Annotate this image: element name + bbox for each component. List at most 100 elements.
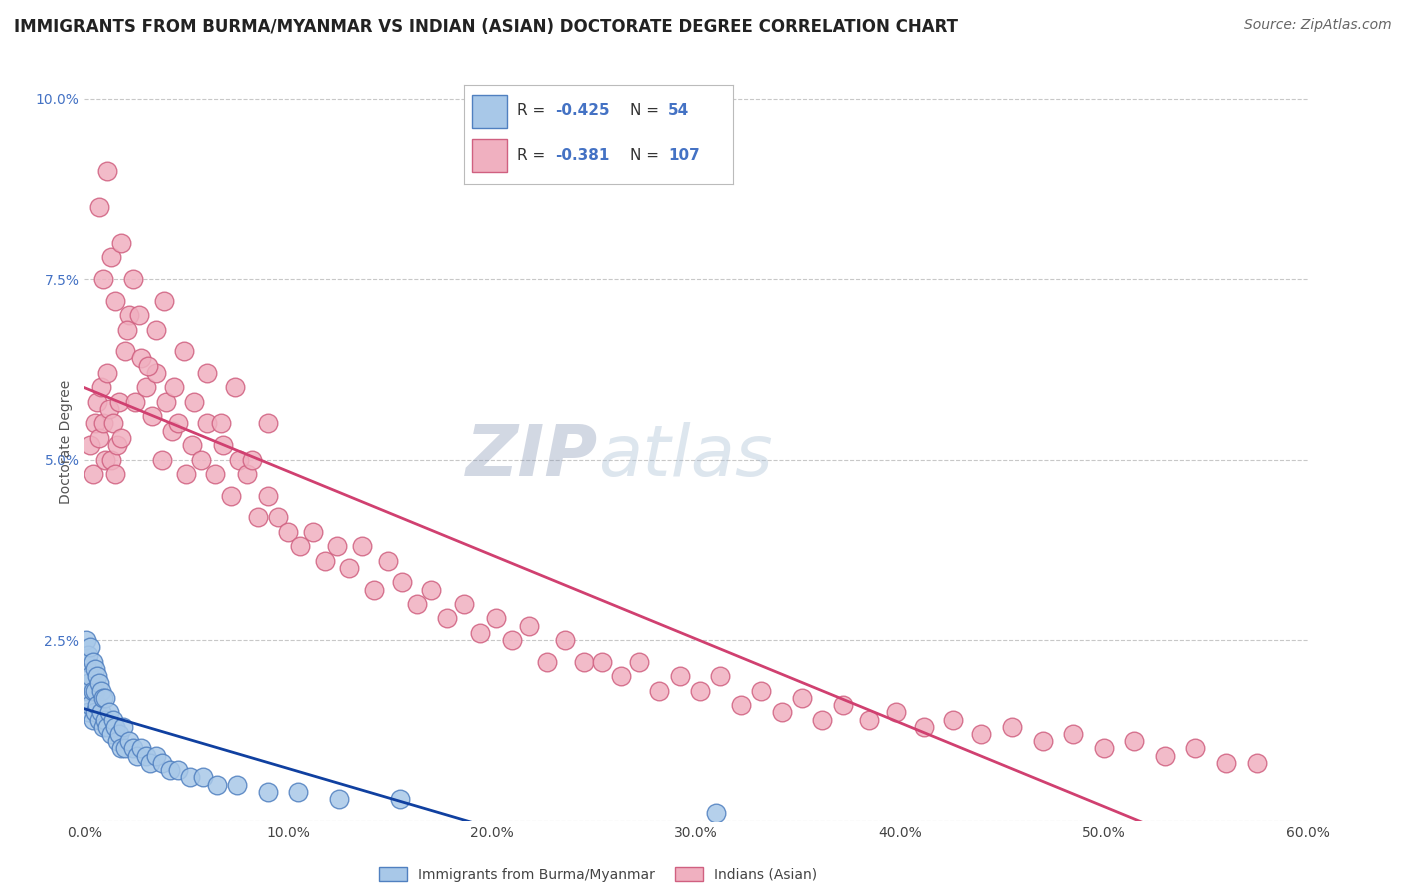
Point: [110, 235, 132, 250]
Point: [155, 394, 177, 409]
Point: [75, 633, 97, 648]
Point: [183, 394, 205, 409]
Point: [749, 683, 772, 698]
Point: [145, 748, 167, 763]
Point: [91, 690, 114, 705]
Point: [226, 778, 249, 792]
Point: [212, 438, 235, 452]
Point: [87, 431, 110, 445]
Point: [138, 756, 160, 770]
Point: [591, 655, 613, 669]
Point: [101, 713, 124, 727]
Point: [942, 713, 965, 727]
Point: [86, 394, 108, 409]
Point: [536, 655, 558, 669]
Point: [668, 669, 690, 683]
Point: [502, 633, 524, 648]
Point: [209, 417, 232, 431]
Point: [831, 698, 853, 712]
Point: [790, 690, 813, 705]
Point: [93, 452, 115, 467]
Point: [100, 727, 122, 741]
Point: [159, 763, 181, 777]
Point: [627, 655, 650, 669]
Legend: Immigrants from Burma/Myanmar, Indians (Asian): Immigrants from Burma/Myanmar, Indians (…: [378, 867, 817, 882]
Point: [195, 366, 218, 380]
Point: [104, 293, 127, 308]
Point: [277, 524, 299, 539]
Point: [82, 713, 104, 727]
Point: [1062, 727, 1084, 741]
Point: [167, 763, 190, 777]
Point: [153, 293, 176, 308]
Point: [554, 633, 576, 648]
Point: [420, 582, 443, 597]
Point: [709, 669, 731, 683]
Point: [350, 539, 373, 553]
Point: [96, 366, 118, 380]
Point: [135, 748, 157, 763]
Point: [97, 706, 120, 720]
Point: [86, 698, 108, 712]
Point: [179, 770, 201, 784]
Point: [108, 394, 131, 409]
Point: [118, 308, 141, 322]
Point: [91, 272, 114, 286]
Point: [730, 698, 752, 712]
Point: [110, 741, 132, 756]
Point: [93, 713, 115, 727]
Point: [257, 417, 280, 431]
Point: [83, 417, 105, 431]
Point: [884, 706, 907, 720]
Point: [377, 554, 399, 568]
Point: [82, 683, 104, 698]
Point: [228, 452, 250, 467]
Point: [77, 676, 100, 690]
Point: [115, 323, 138, 337]
Text: atlas: atlas: [598, 422, 773, 491]
Point: [195, 417, 218, 431]
Point: [453, 597, 475, 611]
Point: [90, 380, 112, 394]
Point: [205, 778, 228, 792]
Point: [135, 380, 157, 394]
Point: [328, 792, 350, 806]
Text: IMMIGRANTS FROM BURMA/MYANMAR VS INDIAN (ASIAN) DOCTORATE DEGREE CORRELATION CHA: IMMIGRANTS FROM BURMA/MYANMAR VS INDIAN …: [14, 18, 957, 36]
Point: [75, 655, 97, 669]
Point: [858, 713, 880, 727]
Point: [246, 510, 269, 524]
Point: [517, 618, 540, 632]
Point: [1032, 734, 1054, 748]
Point: [970, 727, 993, 741]
Point: [648, 683, 671, 698]
Point: [405, 597, 427, 611]
Point: [97, 402, 120, 417]
Point: [82, 655, 104, 669]
Point: [118, 734, 141, 748]
Point: [83, 683, 105, 698]
Point: [145, 366, 167, 380]
Point: [100, 452, 122, 467]
Point: [101, 417, 124, 431]
Point: [87, 200, 110, 214]
Point: [75, 683, 97, 698]
Point: [811, 713, 834, 727]
Point: [257, 785, 280, 799]
Point: [1184, 741, 1206, 756]
Point: [287, 785, 309, 799]
Point: [160, 424, 183, 438]
Point: [93, 690, 115, 705]
Point: [191, 770, 214, 784]
Point: [706, 806, 728, 821]
Point: [77, 706, 100, 720]
Point: [436, 611, 458, 625]
Point: [204, 467, 226, 481]
Point: [301, 524, 323, 539]
Point: [87, 676, 110, 690]
Point: [240, 452, 263, 467]
Point: [96, 163, 118, 178]
Point: [131, 351, 153, 366]
Point: [79, 669, 101, 683]
Point: [82, 467, 104, 481]
Point: [104, 720, 127, 734]
